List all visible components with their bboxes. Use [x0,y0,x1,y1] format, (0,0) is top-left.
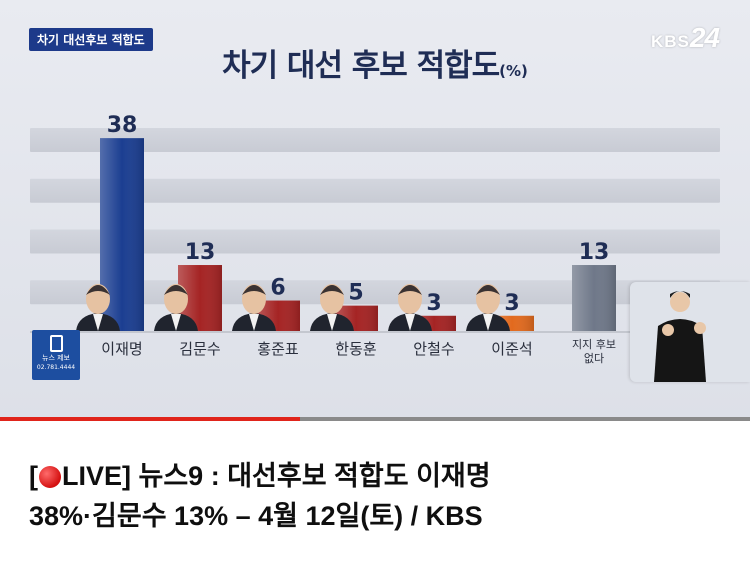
grid-band [30,178,720,203]
chart-title-unit: (%) [499,62,528,80]
category-labels: 이재명 김문수 홍준표 한동훈 안철수 이준석 지지 후보 없다 [101,338,616,365]
news-tip-label: 뉴스 제보 [42,354,70,362]
chart-title-text: 차기 대선 후보 적합도 [222,48,500,84]
value-label: 13 [185,240,216,265]
category-label: 안철수 [413,340,454,358]
phone-icon [49,335,63,352]
candidate-photos [76,284,510,331]
category-label: 한동훈 [335,340,376,358]
bar-chart: 38 13 6 5 3 3 13 이재명 김문수 홍준표 한동훈 안철수 이준석 지지 후보 없다 [30,113,720,365]
candidate-photo [76,284,120,331]
bar-shading [572,265,616,331]
live-red-dot-icon [39,466,61,488]
news-tip-box: 뉴스 제보 02.781.4444 [32,330,80,380]
interpreter-figure-icon [654,291,706,382]
candidate-photo [310,284,354,331]
value-label: 3 [504,291,519,316]
candidate-photo [388,284,432,331]
value-label: 5 [348,281,363,306]
value-labels: 38 13 6 5 3 3 13 [107,113,610,316]
category-label: 이재명 [101,340,142,358]
bars [100,138,616,331]
category-label: 이준석 [491,340,532,358]
grid-band [30,128,720,152]
value-label: 38 [107,113,138,138]
logo-text: KBS [651,32,690,51]
video-caption: [ LIVE] 뉴스9 : 대선후보 적합도 이재명 38%·김문수 13% – 4… [0,421,750,561]
category-label: 김문수 [179,340,220,358]
sign-language-interpreter [630,282,750,382]
video-title[interactable]: [ LIVE] 뉴스9 : 대선후보 적합도 이재명 38%·김문수 13% – 4… [29,456,729,536]
value-label: 3 [426,291,441,316]
candidate-photo [466,284,510,331]
grid-band [30,229,720,254]
kbs24-logo: KBS24 [651,22,720,54]
baseline [30,331,720,333]
video-progress-fill [0,417,300,421]
value-label: 13 [579,240,610,265]
category-label: 홍준표 [257,340,299,358]
candidate-photo [154,284,198,331]
title-line2: 38%·김문수 13% – 4월 12일(토) / KBS [29,501,483,531]
title-line1: LIVE] 뉴스9 : 대선후보 적합도 이재명 [62,461,491,491]
value-label: 6 [270,276,285,301]
category-label: 지지 후보 없다 [572,338,616,365]
title-bracket: [ [29,461,38,491]
candidate-photo [232,284,276,331]
logo-number: 24 [689,22,720,53]
topic-tag: 차기 대선후보 적합도 [29,28,153,51]
chart-title: 차기 대선 후보 적합도(%) [0,40,750,85]
video-progress-bar[interactable] [0,417,750,421]
news-tip-number: 02.781.4444 [36,364,76,371]
broadcast-frame: 차기 대선후보 적합도 KBS24 차기 대선 후보 적합도(%) 38 13 6 5… [0,0,750,420]
